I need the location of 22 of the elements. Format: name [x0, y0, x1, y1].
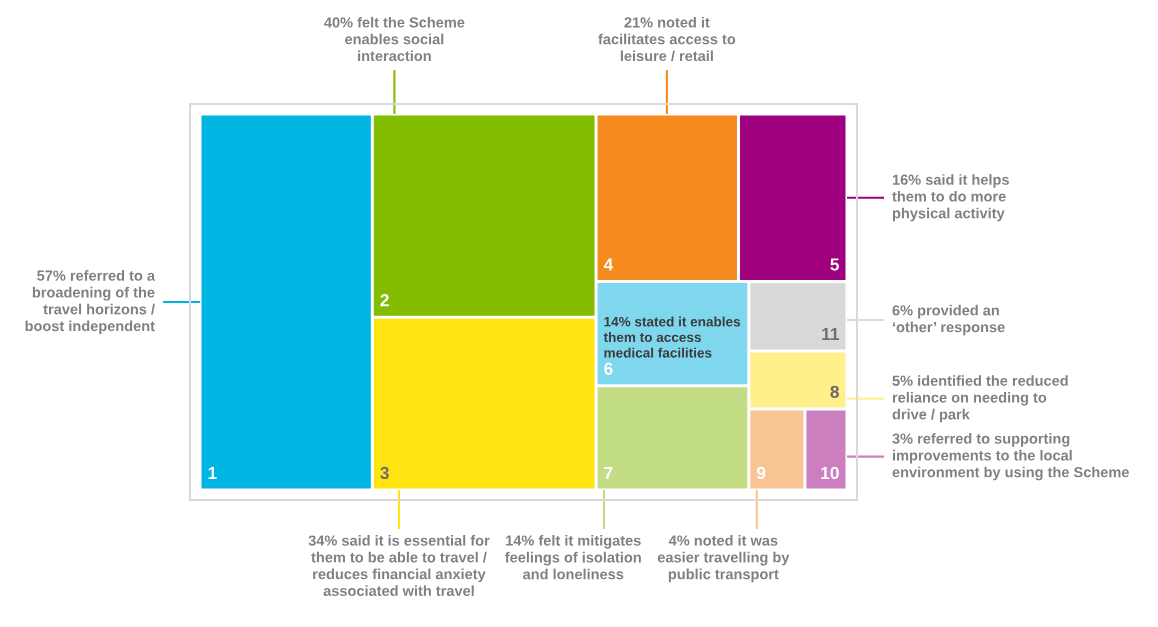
category-label: 7	[604, 466, 613, 479]
category-label: 4	[603, 258, 614, 271]
category-label: 2	[380, 294, 389, 307]
data-label: 57% referred to a broadening of the travel horizons / boost independent	[25, 270, 156, 335]
category-label: 1	[208, 466, 217, 479]
data-label: 4% noted it was easier travelling by public transport	[657, 535, 790, 583]
data-label: 14% felt it mitigates feelings of isolation and loneliness	[505, 535, 641, 580]
data-label: 5% identified the reduced reliance on needing to drive / park	[892, 375, 1068, 423]
category-label: 5	[830, 258, 840, 271]
category-label: 11	[822, 328, 840, 340]
category-label: 10	[821, 466, 839, 480]
data-label: 6% provided an ‘other’ response	[892, 304, 1005, 336]
data-label: 21% noted it facilitates access to leisure / retail	[598, 16, 736, 62]
category-label: 6	[604, 362, 613, 375]
data-label: 3% referred to supporting improvements to the local environment by using the Scheme	[892, 433, 1129, 481]
data-label: 14% stated it enables them to access medical facilities	[603, 316, 741, 358]
category-label: 9	[756, 466, 766, 480]
category-label: 3	[380, 466, 389, 480]
data-label: 34% said it is essential for them to be able to travel / reduces financial anxiety associated with travel	[308, 535, 490, 597]
data-label: 40% felt the Scheme enables social interaction	[324, 16, 465, 62]
category-label: 8	[830, 385, 839, 399]
data-label: 16% said it helps them to do more physical activity	[892, 174, 1009, 222]
